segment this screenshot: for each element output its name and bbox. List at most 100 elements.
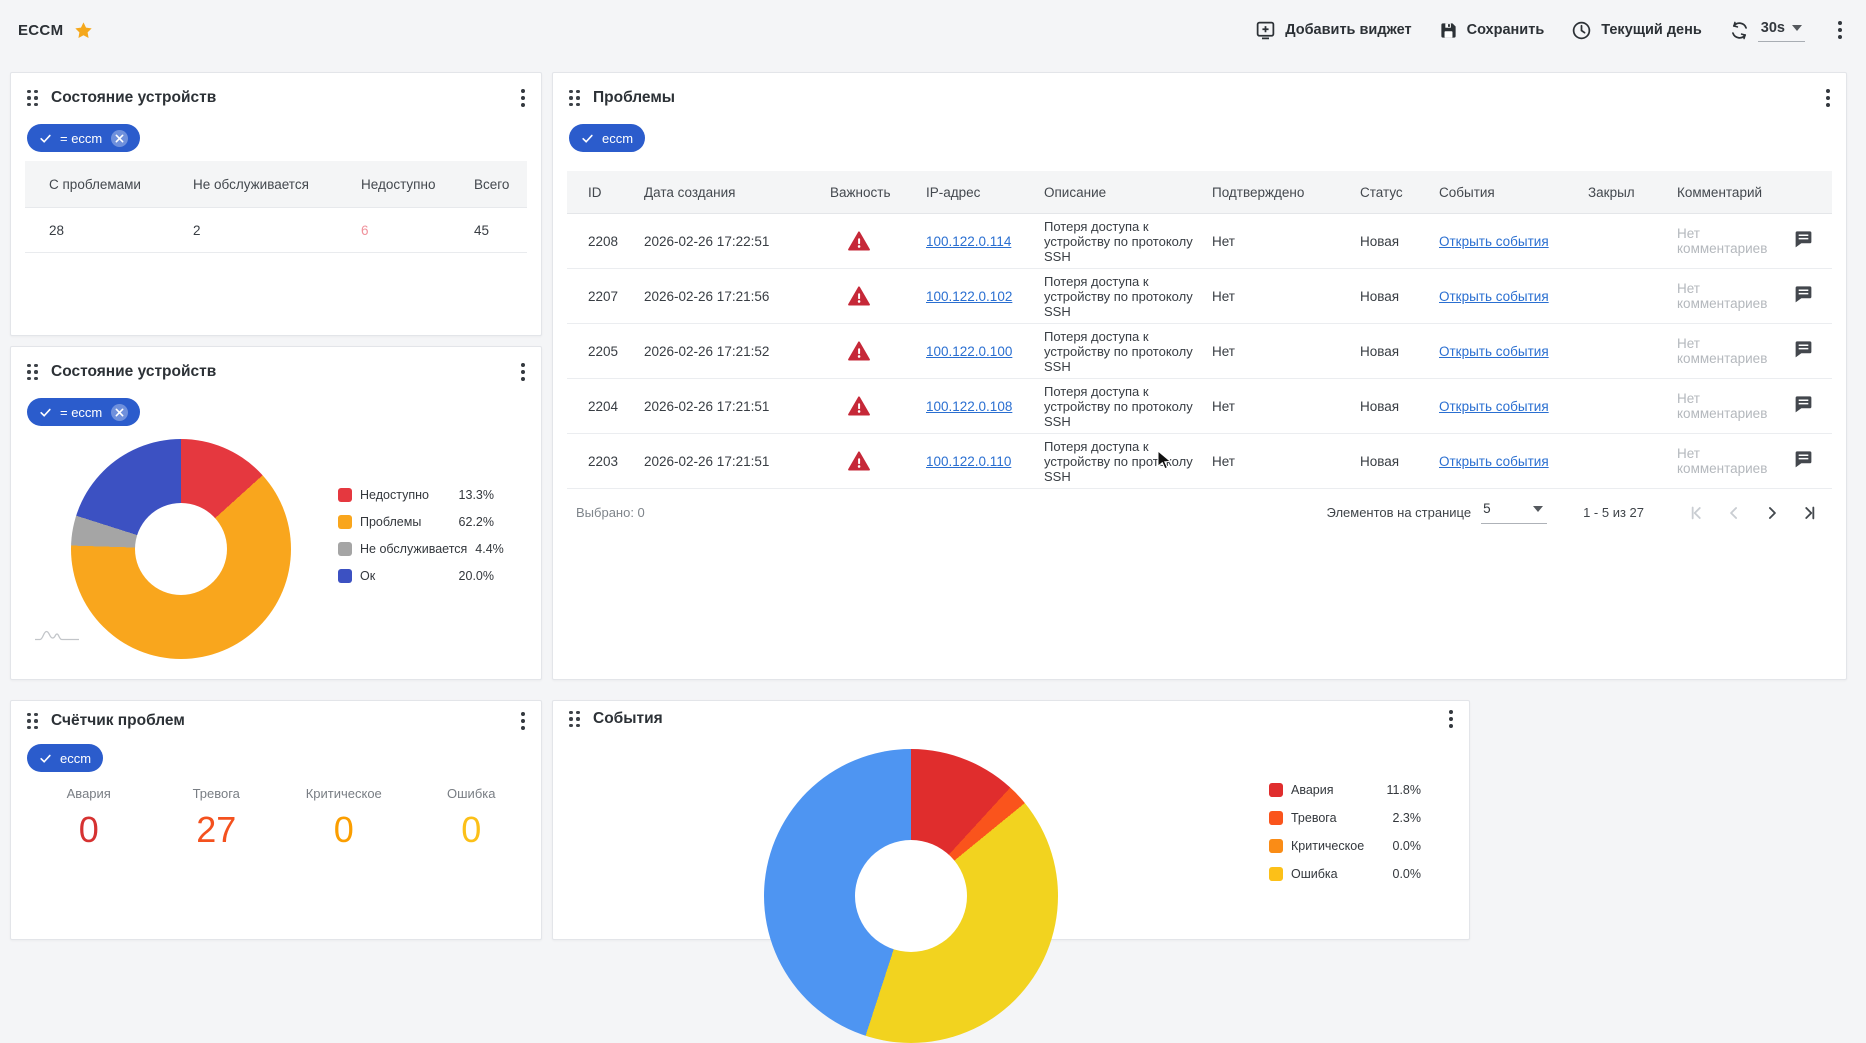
legend-swatch <box>338 542 352 556</box>
card-menu-button[interactable] <box>515 708 531 734</box>
per-page-select[interactable]: 5 <box>1481 501 1548 524</box>
topbar-menu-button[interactable] <box>1832 17 1848 43</box>
table-row[interactable]: 2208 2026-02-26 17:22:51 100.122.0.114 П… <box>567 214 1832 269</box>
filter-chip[interactable]: = eccm <box>27 398 141 426</box>
table-header-row: С проблемами Не обслуживается Недоступно… <box>25 161 527 208</box>
save-button[interactable]: Сохранить <box>1439 21 1545 40</box>
events-card: События Авария 11.8% Тревога 2.3% Критич… <box>552 700 1470 1043</box>
filter-chip-label: = eccm <box>60 130 103 146</box>
table-row[interactable]: 28 2 6 45 <box>25 208 527 253</box>
counter[interactable]: Критическое 0 <box>280 786 408 848</box>
refresh-interval-value: 30s <box>1760 20 1785 36</box>
comment-placeholder: Нет комментариев <box>1677 391 1768 421</box>
legend-item[interactable]: Ок 20.0% <box>338 569 494 583</box>
comment-icon[interactable] <box>1793 394 1814 418</box>
table-row[interactable]: 2207 2026-02-26 17:21:56 100.122.0.102 П… <box>567 269 1832 324</box>
drag-handle-icon[interactable] <box>27 712 38 730</box>
legend-item[interactable]: Проблемы 62.2% <box>338 515 494 529</box>
drag-handle-icon[interactable] <box>569 710 580 728</box>
open-events-link[interactable]: Открыть события <box>1439 343 1549 359</box>
chart-legend: Недоступно 13.3% Проблемы 62.2% Не обслу… <box>338 488 504 583</box>
chart-legend: Авария 11.8% Тревога 2.3% Критическое 0.… <box>1269 783 1421 881</box>
legend-swatch <box>338 515 352 529</box>
legend-label: Недоступно <box>360 488 429 502</box>
filter-chip[interactable]: = eccm <box>27 124 141 152</box>
comment-icon[interactable] <box>1793 229 1814 253</box>
drag-handle-icon[interactable] <box>27 89 38 107</box>
filter-chip[interactable]: eccm <box>27 744 104 772</box>
legend-value: 11.8% <box>1386 783 1421 797</box>
warning-icon <box>848 451 918 471</box>
filter-chip[interactable]: eccm <box>569 124 646 152</box>
problem-id: 2207 <box>588 288 619 304</box>
legend-swatch <box>1269 839 1283 853</box>
comment-icon[interactable] <box>1793 284 1814 308</box>
card-header: События <box>553 701 1469 737</box>
check-icon <box>40 134 51 143</box>
ip-link[interactable]: 100.122.0.110 <box>926 453 1012 469</box>
created-date: 2026-02-26 17:22:51 <box>644 233 770 249</box>
card-header: Состояние устройств <box>11 73 541 123</box>
card-menu-button[interactable] <box>1443 706 1459 732</box>
counter[interactable]: Тревога 27 <box>153 786 281 848</box>
remove-filter-icon[interactable] <box>111 129 129 147</box>
star-icon[interactable] <box>74 21 93 40</box>
drag-handle-icon[interactable] <box>27 363 38 381</box>
sparkline-icon[interactable] <box>34 626 80 647</box>
card-menu-button[interactable] <box>515 359 531 385</box>
prev-page-button[interactable] <box>1722 501 1746 525</box>
status-value: Новая <box>1360 343 1400 359</box>
legend-value: 13.3% <box>458 488 494 502</box>
ip-link[interactable]: 100.122.0.108 <box>926 398 1013 414</box>
ip-link[interactable]: 100.122.0.102 <box>926 288 1013 304</box>
legend-item[interactable]: Авария 11.8% <box>1269 783 1421 797</box>
legend-swatch <box>1269 867 1283 881</box>
total-value: 45 <box>474 222 490 238</box>
counter-label: Авария <box>66 786 111 801</box>
legend-item[interactable]: Тревога 2.3% <box>1269 811 1421 825</box>
created-date: 2026-02-26 17:21:51 <box>644 453 770 469</box>
filter-chip-label: eccm <box>602 130 634 146</box>
ip-link[interactable]: 100.122.0.114 <box>926 233 1012 249</box>
comment-icon[interactable] <box>1793 449 1814 473</box>
refresh-icon[interactable] <box>1729 20 1750 41</box>
drag-handle-icon[interactable] <box>569 89 580 107</box>
first-page-button[interactable] <box>1684 501 1708 525</box>
counter[interactable]: Ошибка 0 <box>408 786 536 848</box>
device-status-donut-chart[interactable] <box>71 439 291 659</box>
warning-icon <box>848 231 918 251</box>
legend-label: Авария <box>1291 783 1334 797</box>
warning-icon <box>848 396 918 416</box>
legend-item[interactable]: Не обслуживается 4.4% <box>338 542 504 556</box>
table-row[interactable]: 2205 2026-02-26 17:21:52 100.122.0.100 П… <box>567 324 1832 379</box>
refresh-interval-select[interactable]: 30s <box>1757 18 1805 42</box>
add-widget-icon <box>1255 20 1276 41</box>
period-button[interactable]: Текущий день <box>1571 20 1702 41</box>
last-page-button[interactable] <box>1798 501 1822 525</box>
app-title: ECCM <box>18 21 64 39</box>
counter-label: Ошибка <box>447 786 496 801</box>
legend-item[interactable]: Критическое 0.0% <box>1269 839 1421 853</box>
next-page-button[interactable] <box>1760 501 1784 525</box>
chevron-down-icon <box>1533 505 1544 512</box>
table-row[interactable]: 2203 2026-02-26 17:21:51 100.122.0.110 П… <box>567 434 1832 489</box>
legend-item[interactable]: Ошибка 0.0% <box>1269 867 1421 881</box>
open-events-link[interactable]: Открыть события <box>1439 398 1549 414</box>
legend-item[interactable]: Недоступно 13.3% <box>338 488 494 502</box>
open-events-link[interactable]: Открыть события <box>1439 288 1549 304</box>
open-events-link[interactable]: Открыть события <box>1439 233 1549 249</box>
counter[interactable]: Авария 0 <box>25 786 153 848</box>
events-donut-chart[interactable] <box>764 749 1058 1043</box>
open-events-link[interactable]: Открыть события <box>1439 453 1549 469</box>
clock-icon <box>1571 20 1592 41</box>
ip-link[interactable]: 100.122.0.100 <box>926 343 1013 359</box>
comment-icon[interactable] <box>1793 339 1814 363</box>
card-menu-button[interactable] <box>515 85 531 111</box>
warning-icon <box>848 341 918 361</box>
card-menu-button[interactable] <box>1820 85 1836 111</box>
table-row[interactable]: 2204 2026-02-26 17:21:51 100.122.0.108 П… <box>567 379 1832 434</box>
add-widget-button[interactable]: Добавить виджет <box>1255 20 1412 41</box>
save-label: Сохранить <box>1466 22 1545 38</box>
pagination: Элементов на странице 5 1 - 5 из 27 <box>1327 501 1822 525</box>
remove-filter-icon[interactable] <box>111 403 129 421</box>
